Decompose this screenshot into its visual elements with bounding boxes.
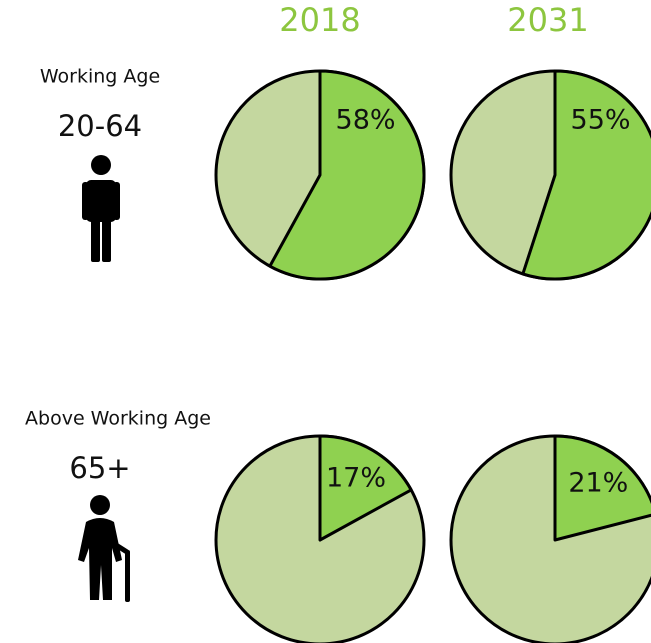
pie-slice [521, 69, 651, 281]
pie-label: 17% [326, 463, 386, 494]
pie-slice [318, 434, 413, 542]
pie-label: 21% [568, 468, 628, 499]
row-label: Working Age [40, 66, 160, 88]
column-header: 2018 [279, 1, 360, 39]
row-range: 65+ [69, 451, 130, 485]
pie-slice [268, 69, 426, 281]
pie-label: 58% [336, 104, 396, 135]
row-label: Above Working Age [25, 408, 211, 430]
pie-label: 55% [571, 104, 631, 135]
person-icon [82, 155, 120, 262]
column-header: 2031 [507, 1, 588, 39]
elderly-icon [78, 495, 130, 602]
pie-slice [553, 434, 651, 542]
row-range: 20-64 [58, 109, 142, 143]
